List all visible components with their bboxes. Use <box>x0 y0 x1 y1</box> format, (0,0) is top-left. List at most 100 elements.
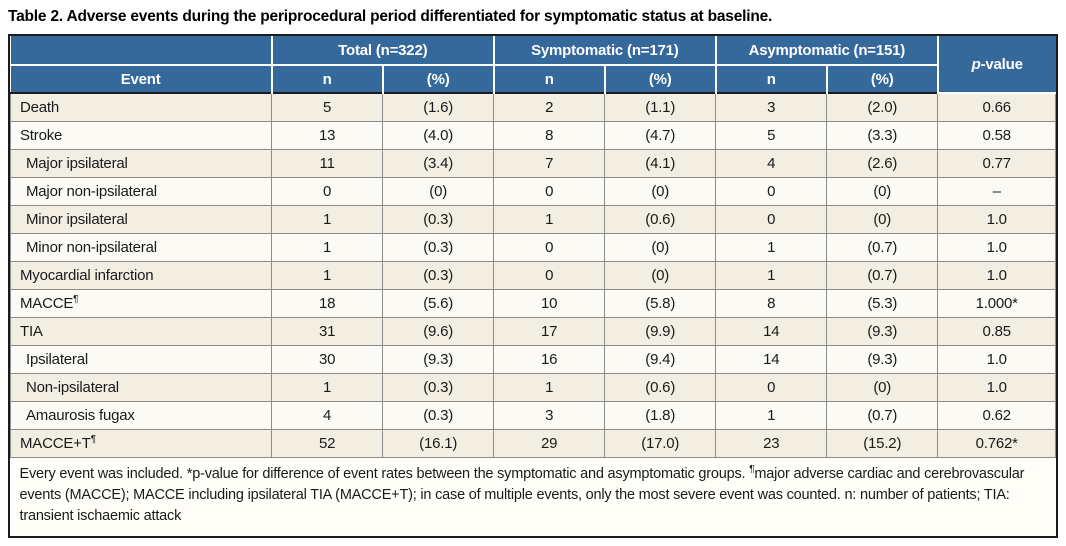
symptomatic-pct-cell: (5.8) <box>604 288 717 318</box>
adverse-events-table: Total (n=322) Symptomatic (n=171) Asympt… <box>9 36 1056 536</box>
symptomatic-n-cell: 8 <box>493 120 606 150</box>
symptomatic-pct-cell: (17.0) <box>604 428 717 458</box>
symptomatic-n-cell: 7 <box>493 148 606 178</box>
column-group-total: Total (n=322) <box>270 36 494 66</box>
asymptomatic-pct-cell: (3.3) <box>826 120 939 150</box>
asymptomatic-pct-cell: (0) <box>826 372 939 402</box>
table-row: MACCE+T¶ 52 (16.1) 29 (17.0) 23 (15.2) 0.762* <box>9 428 1056 458</box>
event-cell: Amaurosis fugax <box>9 400 273 430</box>
asymptomatic-n-cell: 14 <box>715 344 828 374</box>
footnote-cell: Every event was included. *p-value for d… <box>10 456 1056 536</box>
p-value-cell: 0.762* <box>937 428 1056 458</box>
symptomatic-pct-cell: (0) <box>604 260 717 290</box>
p-value-cell: 1.0 <box>937 232 1056 262</box>
table-row: Death 5 (1.6) 2 (1.1) 3 (2.0) 0.66 <box>9 92 1056 122</box>
column-header-total-n: n <box>270 65 383 93</box>
p-value-cell: 1.0 <box>937 344 1056 374</box>
asymptomatic-pct-cell: (0) <box>826 176 939 206</box>
adverse-events-table-wrapper: Total (n=322) Symptomatic (n=171) Asympt… <box>8 34 1058 538</box>
p-value-cell: – <box>937 176 1056 206</box>
total-n-cell: 1 <box>271 372 384 402</box>
total-n-cell: 5 <box>271 92 384 122</box>
table-row: TIA 31 (9.6) 17 (9.9) 14 (9.3) 0.85 <box>9 316 1056 346</box>
p-value-cell: 1.0 <box>937 260 1056 290</box>
header-sub-row: Event n (%) n (%) n (%) <box>10 65 1056 93</box>
total-pct-cell: (0.3) <box>382 400 495 430</box>
header-group-row: Total (n=322) Symptomatic (n=171) Asympt… <box>10 36 1056 94</box>
symptomatic-pct-cell: (4.7) <box>604 120 717 150</box>
asymptomatic-pct-cell: (5.3) <box>826 288 939 318</box>
symptomatic-pct-cell: (4.1) <box>604 148 717 178</box>
table-footer: Every event was included. *p-value for d… <box>10 456 1056 536</box>
asymptomatic-n-cell: 1 <box>715 232 828 262</box>
symptomatic-n-cell: 17 <box>493 316 606 346</box>
table-row: Stroke 13 (4.0) 8 (4.7) 5 (3.3) 0.58 <box>9 120 1056 150</box>
table-row: Amaurosis fugax 4 (0.3) 3 (1.8) 1 (0.7) 0.62 <box>9 400 1056 430</box>
total-pct-cell: (0.3) <box>382 204 495 234</box>
symptomatic-n-cell: 16 <box>493 344 606 374</box>
column-header-event: Event <box>10 65 272 93</box>
symptomatic-n-cell: 3 <box>493 400 606 430</box>
footnote-text-part2: major adverse cardiac and cerebrovascula… <box>19 465 1025 524</box>
total-n-cell: 31 <box>271 316 384 346</box>
paragraph-mark-sup: ¶ <box>749 463 755 475</box>
asymptomatic-pct-cell: (2.6) <box>826 148 939 178</box>
p-value-cell: 0.85 <box>937 316 1056 346</box>
total-pct-cell: (4.0) <box>382 120 495 150</box>
event-cell: Major non-ipsilateral <box>9 176 273 206</box>
symptomatic-pct-cell: (1.8) <box>604 400 717 430</box>
column-header-asymptomatic-pct: (%) <box>825 65 938 93</box>
table-title: Table 2. Adverse events during the perip… <box>8 8 773 25</box>
event-cell: MACCE¶ <box>9 288 273 318</box>
table-row: Ipsilateral 30 (9.3) 16 (9.4) 14 (9.3) 1.0 <box>9 344 1056 374</box>
total-pct-cell: (0.3) <box>382 260 495 290</box>
asymptomatic-n-cell: 0 <box>715 176 828 206</box>
paragraph-mark-sup: ¶ <box>73 293 79 305</box>
column-header-asymptomatic-n: n <box>714 65 827 93</box>
event-cell: Minor ipsilateral <box>9 204 273 234</box>
p-value-cell: 0.58 <box>937 120 1056 150</box>
symptomatic-pct-cell: (0.6) <box>604 204 717 234</box>
column-group-asymptomatic: Asymptomatic (n=151) <box>714 36 938 66</box>
event-cell: Non-ipsilateral <box>9 372 273 402</box>
symptomatic-n-cell: 1 <box>493 372 606 402</box>
total-n-cell: 1 <box>271 260 384 290</box>
event-cell: MACCE+T¶ <box>9 428 273 458</box>
asymptomatic-n-cell: 5 <box>715 120 828 150</box>
asymptomatic-pct-cell: (9.3) <box>826 316 939 346</box>
total-n-cell: 0 <box>271 176 384 206</box>
symptomatic-n-cell: 10 <box>493 288 606 318</box>
column-header-symptomatic-pct: (%) <box>603 65 716 93</box>
asymptomatic-n-cell: 14 <box>715 316 828 346</box>
total-pct-cell: (9.3) <box>382 344 495 374</box>
table-row: Myocardial infarction 1 (0.3) 0 (0) 1 (0.7) 1.0 <box>9 260 1056 290</box>
total-n-cell: 11 <box>271 148 384 178</box>
symptomatic-pct-cell: (9.4) <box>604 344 717 374</box>
total-n-cell: 13 <box>271 120 384 150</box>
p-value-cell: 0.62 <box>937 400 1056 430</box>
table-row: Minor ipsilateral 1 (0.3) 1 (0.6) 0 (0) 1.0 <box>9 204 1056 234</box>
table-row: Major ipsilateral 11 (3.4) 7 (4.1) 4 (2.6) 0.77 <box>9 148 1056 178</box>
total-pct-cell: (0.3) <box>382 372 495 402</box>
table-header: Total (n=322) Symptomatic (n=171) Asympt… <box>10 36 1056 94</box>
column-header-p-value: p-value <box>936 36 1056 94</box>
paragraph-mark-sup: ¶ <box>90 433 96 445</box>
event-cell: Major ipsilateral <box>9 148 273 178</box>
footnote-text-part1: Every event was included. *p-value for d… <box>19 465 750 482</box>
column-header-total-pct: (%) <box>381 65 494 93</box>
symptomatic-pct-cell: (0) <box>604 176 717 206</box>
p-value-cell: 0.77 <box>937 148 1056 178</box>
asymptomatic-pct-cell: (0.7) <box>826 400 939 430</box>
total-pct-cell: (5.6) <box>382 288 495 318</box>
footnote-row: Every event was included. *p-value for d… <box>10 456 1056 536</box>
asymptomatic-n-cell: 4 <box>715 148 828 178</box>
table-row: Non-ipsilateral 1 (0.3) 1 (0.6) 0 (0) 1.0 <box>9 372 1056 402</box>
column-header-symptomatic-n: n <box>492 65 605 93</box>
event-cell: Minor non-ipsilateral <box>9 232 273 262</box>
asymptomatic-n-cell: 3 <box>715 92 828 122</box>
table-body: Death 5 (1.6) 2 (1.1) 3 (2.0) 0.66 Stroke 13 (4.0)… <box>9 92 1056 458</box>
p-value-rest: -value <box>980 55 1023 73</box>
total-pct-cell: (0) <box>382 176 495 206</box>
symptomatic-n-cell: 0 <box>493 260 606 290</box>
